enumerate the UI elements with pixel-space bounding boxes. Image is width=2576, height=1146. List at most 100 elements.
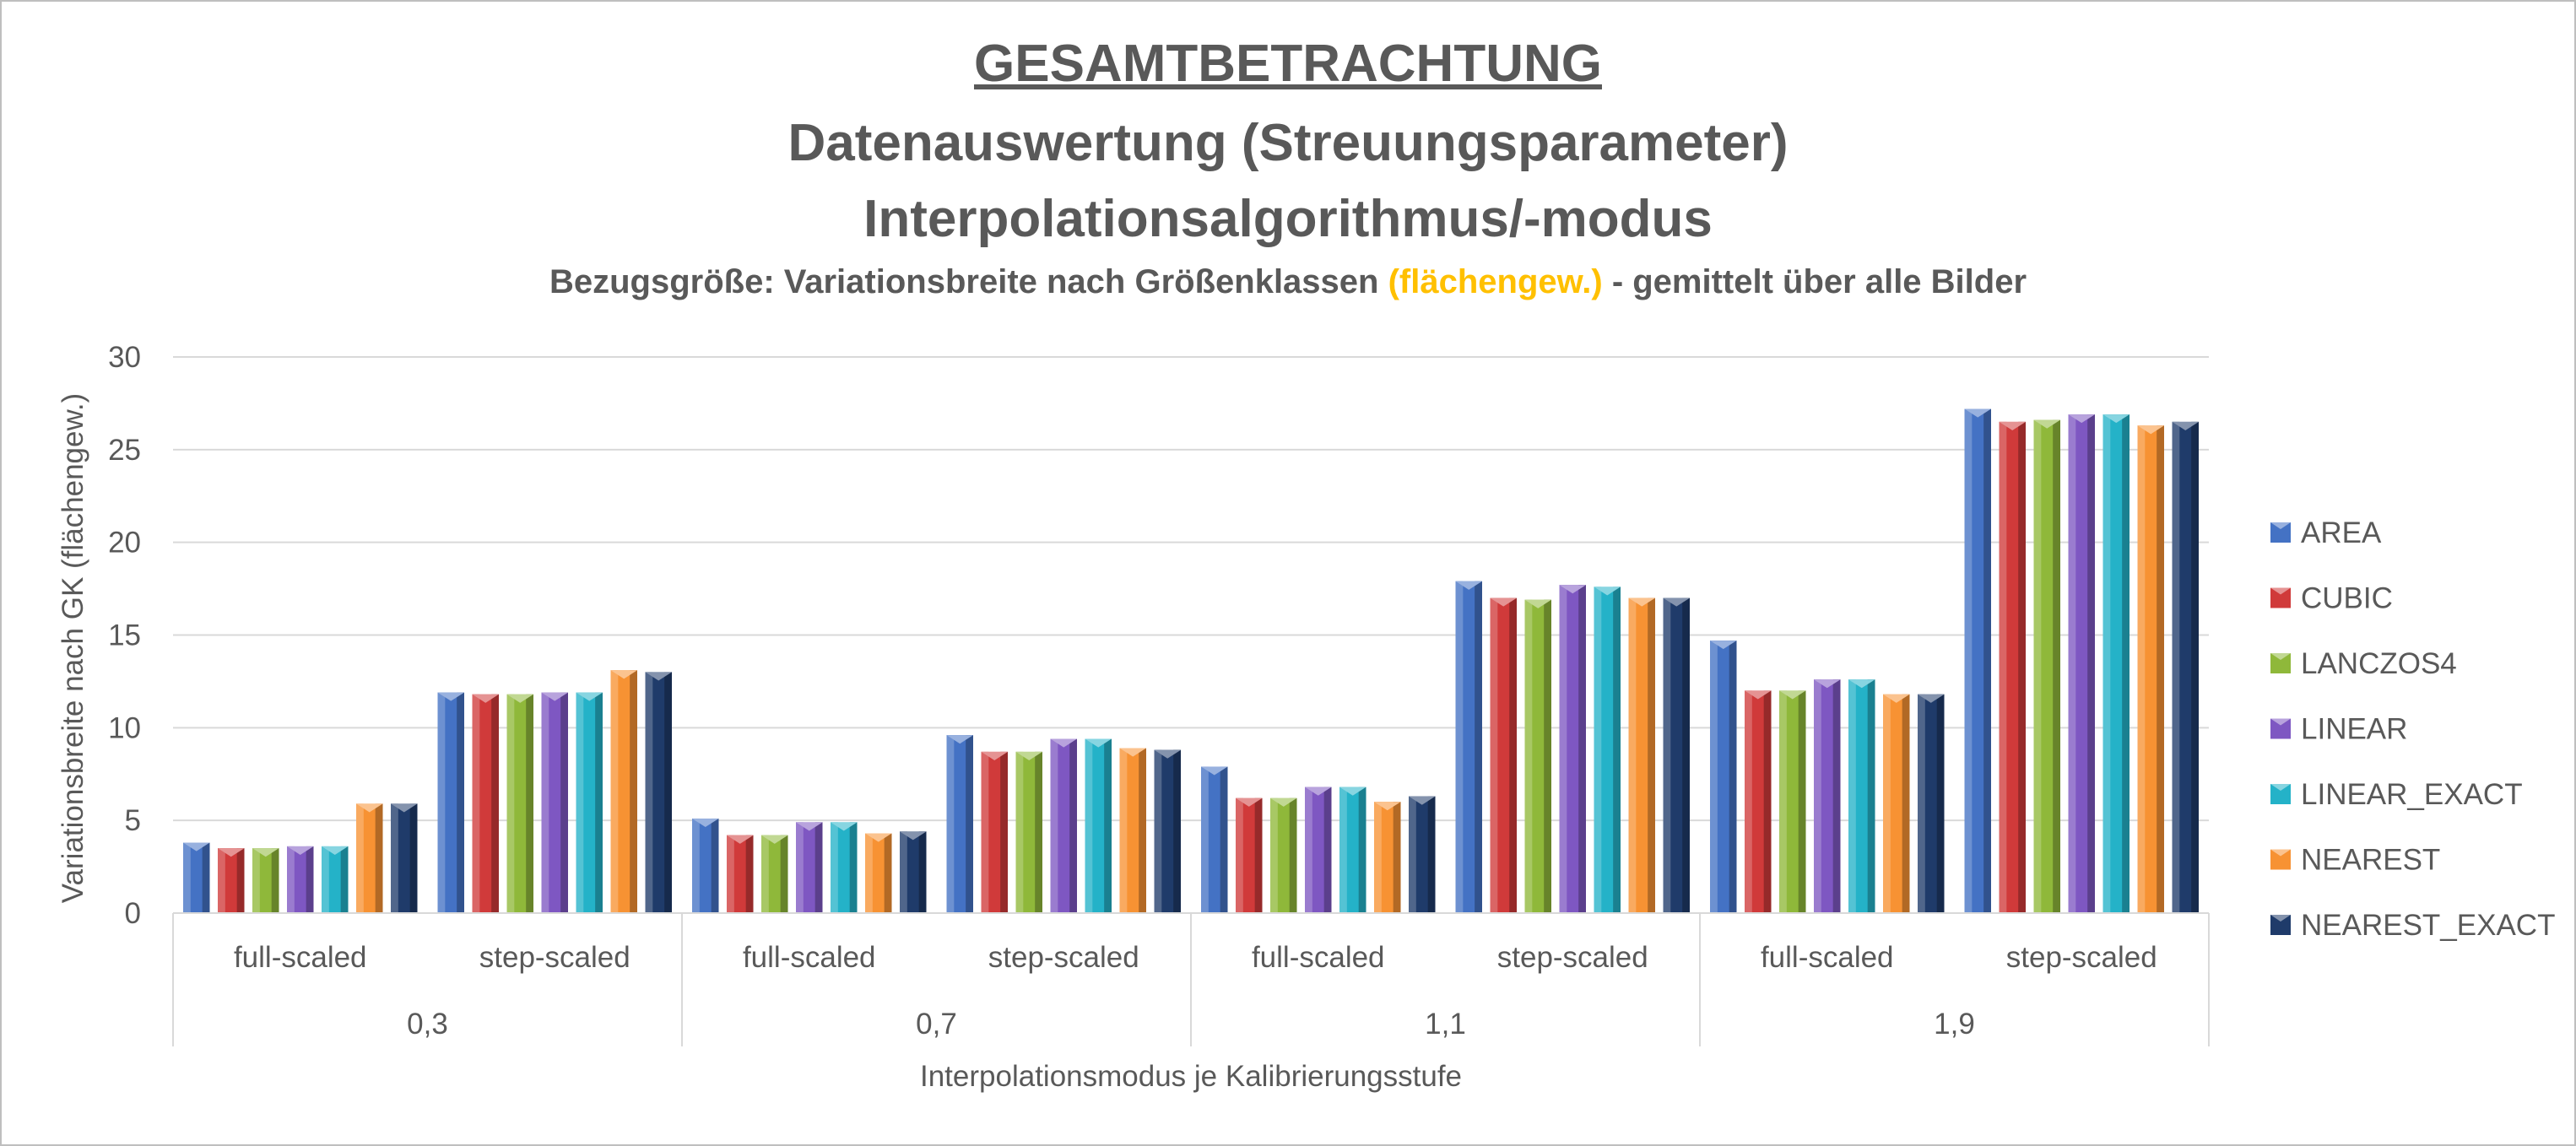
bar-cubic [1236, 797, 1263, 913]
bar-nearest [1883, 694, 1910, 913]
bar-nearest-exact [1154, 749, 1181, 913]
legend-label: LINEAR_EXACT [2301, 778, 2523, 811]
bar-nearest [356, 803, 383, 913]
bar-nearest [1119, 748, 1146, 913]
x-tick-label: full-scaled [1761, 941, 1894, 974]
bar-linear [1305, 787, 1332, 913]
bar-cubic [218, 848, 245, 913]
legend-label: LINEAR [2301, 713, 2407, 746]
y-tick-label: 0 [125, 897, 141, 930]
legend-label: LANCZOS4 [2301, 647, 2457, 680]
y-tick-label: 5 [125, 804, 141, 837]
bar-linear [796, 822, 823, 913]
bar-nearest-exact [1918, 694, 1945, 913]
bar-area [946, 735, 973, 913]
y-tick-label: 10 [108, 711, 141, 744]
legend: AREA CUBIC LANCZOS4 LINEAR LINEAR_EXACT NEARE… [2270, 516, 2555, 942]
legend-label: AREA [2301, 516, 2382, 549]
legend-item-linear: LINEAR [2270, 713, 2407, 746]
bar-area [1201, 766, 1228, 913]
bar-linear-exact [1085, 738, 1112, 913]
chart-subtitle: Bezugsgröße: Variationsbreite nach Größe… [0, 263, 2576, 301]
x-tick-label: step-scaled [988, 941, 1139, 974]
bar-nearest-exact [2172, 421, 2199, 914]
legend-item-lanczos4: LANCZOS4 [2270, 647, 2457, 680]
x-tick-label: step-scaled [2006, 941, 2157, 974]
bar-nearest-exact [391, 803, 418, 913]
bar-nearest-exact [900, 831, 927, 913]
bar-linear-exact [322, 846, 349, 913]
subtitle-prefix: Bezugsgröße: Variationsbreite nach Größe… [549, 263, 1388, 300]
legend-label: NEAREST [2301, 844, 2440, 877]
legend-item-nearest-exact: NEAREST_EXACT [2270, 909, 2555, 942]
bar-area [692, 818, 719, 913]
x-tick-label: step-scaled [1497, 941, 1648, 974]
y-axis: 0 5 10 15 20 25 30 [108, 341, 141, 930]
bar-nearest [1374, 802, 1401, 913]
bar-linear-exact [2102, 414, 2130, 913]
group-label: 0,7 [916, 1008, 957, 1041]
subtitle-highlight: (flächengew.) [1388, 263, 1603, 300]
chart-title-line-3: Interpolationsalgorithmus/-modus [863, 190, 1713, 248]
bar-linear [541, 692, 568, 913]
bar-linear [1559, 585, 1586, 913]
bar-cubic [981, 751, 1008, 913]
bar-lanczos4 [1779, 690, 1806, 913]
legend-label: NEAREST_EXACT [2301, 909, 2555, 942]
legend-item-area: AREA [2270, 516, 2382, 549]
subtitle-suffix: - gemittelt über alle Bilder [1602, 263, 2027, 300]
bar-lanczos4 [506, 694, 533, 913]
y-tick-label: 30 [108, 341, 141, 374]
bar-lanczos4 [1524, 599, 1551, 913]
bar-lanczos4 [2033, 419, 2060, 914]
group-label: 0,3 [407, 1008, 448, 1041]
y-tick-label: 20 [108, 527, 141, 559]
bar-linear-exact [1848, 679, 1875, 913]
bar-linear-exact [1594, 587, 1621, 913]
chart-title-line-2: Datenauswertung (Streuungsparameter) [787, 114, 1789, 172]
bar-linear [1050, 738, 1077, 913]
group-label: 1,9 [1934, 1008, 1975, 1041]
y-tick-label: 15 [108, 619, 141, 652]
bar-cubic [472, 694, 499, 913]
bars [183, 408, 2199, 914]
bar-linear [2068, 414, 2095, 913]
bar-area [183, 842, 210, 913]
bar-nearest [865, 833, 892, 913]
bar-cubic [727, 835, 754, 913]
bar-nearest-exact [1663, 597, 1690, 913]
bar-nearest-exact [1409, 796, 1436, 913]
bar-cubic [1490, 597, 1517, 913]
bar-lanczos4 [252, 848, 279, 913]
x-tick-label: full-scaled [234, 941, 367, 974]
bar-linear-exact [1339, 787, 1366, 913]
bar-lanczos4 [761, 835, 788, 913]
bar-cubic [1745, 690, 1772, 913]
bar-nearest [2137, 425, 2164, 913]
y-axis-label: Variationsbreite nach GK (flächengew.) [57, 393, 89, 903]
bar-area [437, 692, 464, 913]
group-label: 1,1 [1425, 1008, 1466, 1041]
bar-linear [287, 846, 314, 913]
legend-item-linear-exact: LINEAR_EXACT [2270, 778, 2523, 811]
bar-nearest-exact [645, 672, 672, 913]
bar-nearest [1628, 597, 1655, 913]
x-tick-label: full-scaled [743, 941, 876, 974]
chart-title: GESAMTBETRACHTUNG [974, 35, 1602, 93]
x-tick-label: full-scaled [1252, 941, 1385, 974]
bar-area [1710, 641, 1737, 913]
bar-linear [1814, 679, 1841, 913]
x-axis: full-scaled step-scaled full-scaled step-sc… [172, 912, 2210, 1046]
bar-linear-exact [831, 822, 858, 913]
y-tick-label: 25 [108, 434, 141, 467]
bar-lanczos4 [1015, 751, 1042, 913]
x-tick-label: step-scaled [479, 941, 630, 974]
x-axis-label: Interpolationsmodus je Kalibrierungsstuf… [920, 1060, 1462, 1093]
bar-nearest [610, 670, 637, 913]
bar-area [1455, 581, 1482, 913]
legend-label: CUBIC [2301, 582, 2393, 615]
legend-item-nearest: NEAREST [2270, 844, 2440, 877]
bar-cubic [1999, 421, 2026, 914]
bar-linear-exact [576, 692, 603, 913]
